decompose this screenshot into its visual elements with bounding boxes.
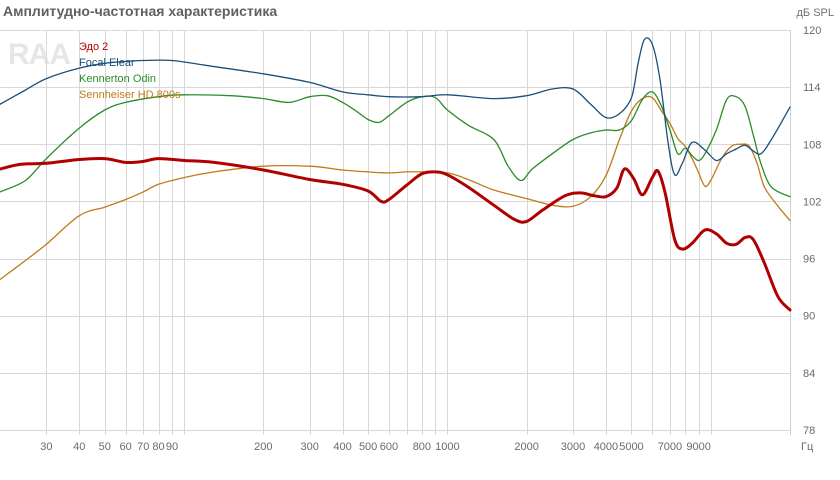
chart-title: Амплитудно-частотная характеристика <box>3 3 278 19</box>
series-lines <box>0 37 792 312</box>
x-tick-label: 600 <box>380 441 398 453</box>
y-tick-label: 78 <box>803 425 815 437</box>
x-tick-label: 9000 <box>686 441 710 453</box>
x-tick-label: 30 <box>40 441 52 453</box>
series-line-4 <box>0 95 791 281</box>
series-line-3 <box>0 91 791 198</box>
y-tick-label: 120 <box>803 25 821 37</box>
y-tick-label: 114 <box>803 82 821 94</box>
series-line-2 <box>0 37 791 177</box>
x-tick-label: 60 <box>120 441 132 453</box>
legend: Эдо 2 Focal Elear Kennerton Odin Sennheiser… <box>79 41 181 101</box>
series-line-1 <box>0 156 792 312</box>
grid <box>0 30 791 435</box>
x-tick-label: 1000 <box>435 441 459 453</box>
x-tick-label: 4000 <box>594 441 618 453</box>
legend-item-3: Kennerton Odin <box>79 73 156 85</box>
y-tick-label: 84 <box>803 368 815 380</box>
y-tick-label: 108 <box>803 139 821 151</box>
x-tick-label: 400 <box>333 441 351 453</box>
y-tick-label: 96 <box>803 254 815 266</box>
x-tick-label: 50 <box>99 441 111 453</box>
legend-item-2: Focal Elear <box>79 57 135 69</box>
x-tick-label: 7000 <box>658 441 682 453</box>
x-tick-label: 90 <box>166 441 178 453</box>
raa-logo: RAA <box>8 38 71 71</box>
x-tick-label: 200 <box>254 441 272 453</box>
legend-item-4: Sennheiser HD 800s <box>79 89 181 101</box>
y-unit-label: дБ SPL <box>796 7 835 19</box>
y-tick-label: 102 <box>803 196 821 208</box>
x-tick-label: 80 <box>152 441 164 453</box>
x-tick-label: 40 <box>73 441 85 453</box>
x-tick-label: 70 <box>137 441 149 453</box>
x-tick-label: 500 <box>359 441 377 453</box>
x-unit-label: Гц <box>801 441 814 453</box>
x-tick-label: 5000 <box>619 441 643 453</box>
x-tick-label: 2000 <box>514 441 538 453</box>
y-tick-label: 90 <box>803 311 815 323</box>
x-tick-label: 800 <box>413 441 431 453</box>
x-tick-label: 3000 <box>561 441 585 453</box>
x-tick-label: 300 <box>301 441 319 453</box>
legend-item-1: Эдо 2 <box>79 41 108 53</box>
